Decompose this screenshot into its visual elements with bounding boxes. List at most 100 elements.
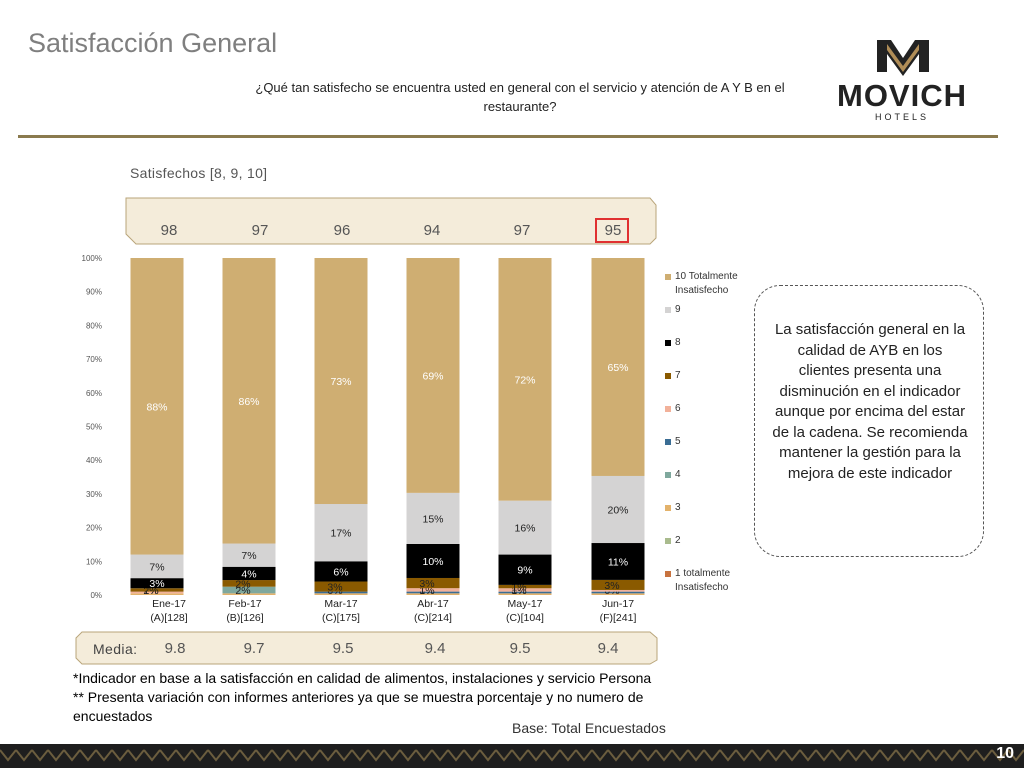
insight-callout: La satisfacción general en la calidad de… [754,285,984,557]
bar-segment-6 [130,591,184,594]
satisfechos-value: 98 [160,222,178,239]
bar-segment-3 [406,593,460,595]
x-tick-label: (C)[104] [506,612,544,624]
bar-segment-4 [222,586,276,594]
bar-segment-10 [222,258,276,544]
bar-segment-10 [406,258,460,493]
bar-segment-9 [406,492,460,544]
data-label: 2% [235,578,250,590]
bar-segment-7 [314,581,368,592]
x-tick-label: (C)[214] [414,612,452,624]
data-label: 3% [419,578,434,590]
bar-segment-9 [222,543,276,567]
legend-label: 10 Totalmente Insatisfecho [675,271,738,296]
y-tick-label: 90% [86,288,102,297]
bar-segment-7 [498,584,552,589]
y-tick-label: 60% [86,389,102,398]
bar-segment-5 [314,591,368,594]
legend-label: 5 [675,436,681,447]
bar-segment-6 [498,588,552,592]
data-label: 17% [330,528,351,540]
data-label: 3% [149,578,164,590]
movich-logo: MOVICH HOTELS [837,40,967,122]
x-tick-label: (C)[175] [322,612,360,624]
bar-segment-3 [314,593,368,595]
x-tick-label: Mar-17 [324,598,357,610]
media-value: 9.5 [332,640,354,657]
legend-swatch [665,571,671,577]
bar-segment-6 [406,588,460,592]
y-tick-label: 30% [86,490,102,499]
page-title: Satisfacción General [28,28,278,58]
footnote-1: *Indicador en base a la satisfacción en … [73,670,652,686]
bar-segment-9 [130,554,184,579]
satisfechos-value: 96 [333,222,351,239]
x-tick-label: (F)[241] [600,612,637,624]
callout-text: La satisfacción general en la calidad de… [772,321,968,482]
bar-segment-10 [591,258,645,476]
data-label: 3% [604,580,619,592]
x-tick-label: Feb-17 [228,598,261,610]
bar-segment-8 [130,578,184,589]
legend-swatch [665,538,671,544]
data-label: 6% [333,566,348,578]
bar-segment-3 [498,593,552,595]
satisfechos-value: 97 [513,222,531,239]
bar-segment-8 [498,554,552,585]
data-label: 86% [238,396,259,408]
bar-segment-7 [222,580,276,587]
data-label: 11% [608,556,628,568]
legend-swatch [665,406,671,412]
satisfechos-value: 94 [423,222,441,239]
bar-segment-8 [591,543,645,580]
survey-question: ¿Qué tan satisfecho se encuentra usted e… [255,80,785,114]
legend-label: 2 [675,535,681,546]
x-tick-label: (B)[126] [226,612,263,624]
bar-segment-9 [498,500,552,555]
y-tick-label: 80% [86,321,102,330]
satisfechos-value: 95 [604,222,622,239]
legend-swatch [665,340,671,346]
legend-swatch [665,439,671,445]
x-tick-label: (A)[128] [150,612,187,624]
data-label: 69% [422,370,443,382]
data-label: 7% [149,561,164,573]
data-label: 65% [607,362,628,374]
bar-segment-5 [406,591,460,594]
y-tick-label: 100% [82,254,102,263]
legend-swatch [665,505,671,511]
logo-sub-text: HOTELS [875,112,929,122]
media-value: 9.4 [597,640,619,657]
bar-segment-7 [406,577,460,589]
bar-segment-3 [130,593,184,595]
bar-segment-10 [314,258,368,505]
footer-pattern-bar [0,744,1024,768]
bar-segment-5 [498,591,552,594]
data-label: 20% [607,504,628,516]
bar-segment-8 [406,543,460,578]
satisfechos-label: Satisfechos [8, 9, 10] [130,165,268,181]
legend-label: 1 totalmente Insatisfecho [675,568,731,593]
legend-swatch [665,307,671,313]
bar-segment-7 [591,579,645,590]
x-tick-label: Ene-17 [152,598,186,610]
bar-segment-5 [591,591,645,594]
media-label: Media: [93,641,138,657]
media-value: 9.4 [424,640,446,657]
legend-label: 3 [675,502,681,513]
page-number: 10 [996,745,1014,762]
legend-label: 7 [675,370,681,381]
bar-segment-6 [591,589,645,592]
data-label: 72% [514,374,535,386]
y-tick-label: 0% [90,591,102,600]
satisfechos-value: 97 [251,222,269,239]
header-divider [18,135,998,138]
base-note: Base: Total Encuestados [512,720,666,736]
data-label: 88% [146,401,167,413]
x-tick-label: Jun-17 [602,598,634,610]
bar-segment-10 [498,258,552,501]
logo-emblem-icon [877,40,929,76]
data-label: 7% [241,550,256,562]
logo-brand-text: MOVICH [837,78,967,113]
footnote-2: ** Presenta variación con informes anter… [73,689,644,724]
